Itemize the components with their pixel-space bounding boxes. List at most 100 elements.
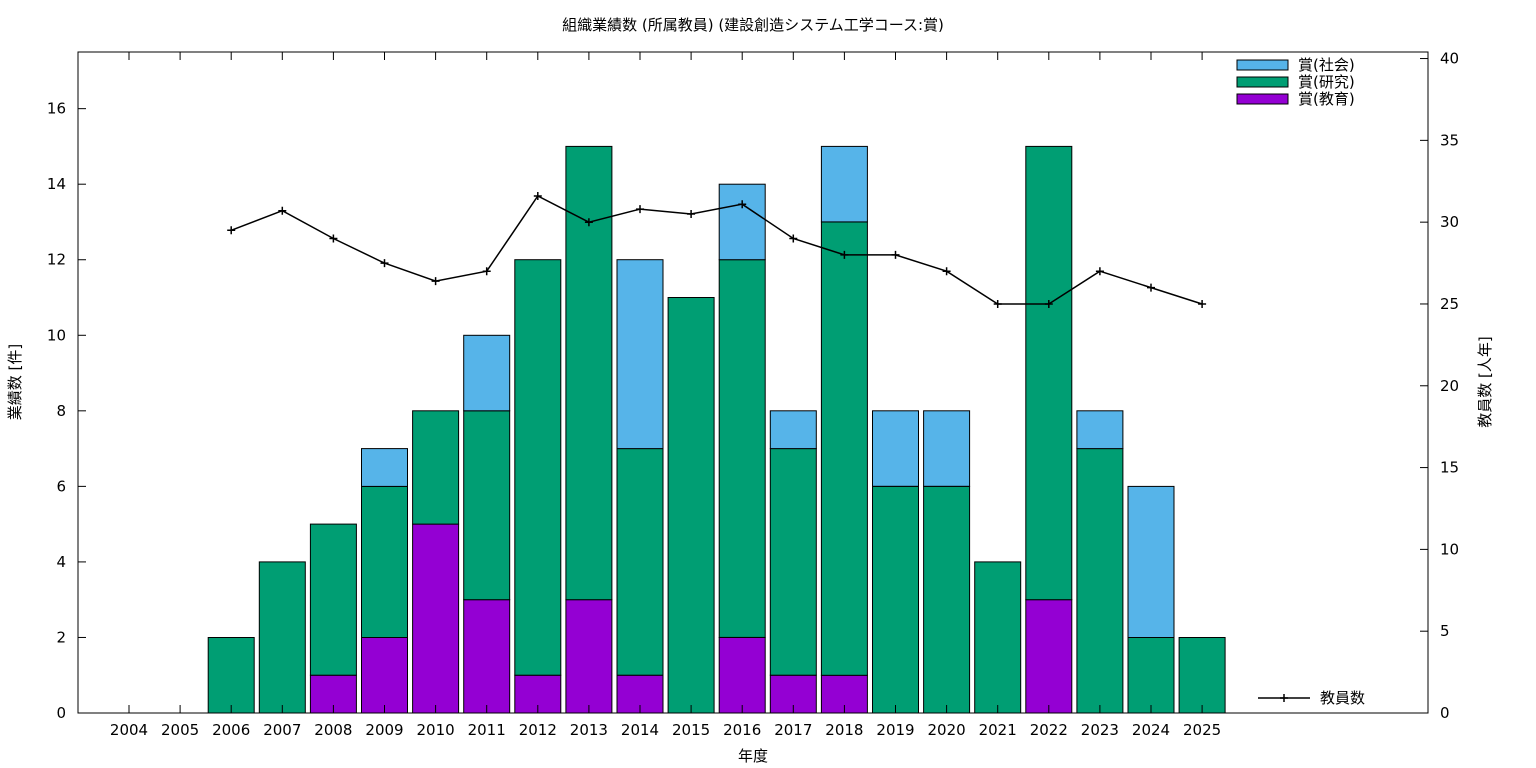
bar-2012-series-1 [514, 259, 562, 676]
bar-2011-series-0 [463, 599, 511, 714]
bars-layer [207, 145, 1226, 714]
y2-tick-label: 35 [1440, 131, 1459, 149]
bar-2019-series-1 [872, 485, 919, 714]
faculty-point-2015 [687, 210, 696, 218]
faculty-point-2006 [227, 226, 236, 235]
bar-2013-series-0 [565, 599, 613, 714]
bar-2016-series-2 [718, 183, 766, 261]
x-tick-label: 2018 [825, 721, 863, 739]
x-tick-label: 2009 [365, 721, 403, 739]
bar-2017-series-2 [769, 410, 817, 450]
bar-2014-series-1 [616, 448, 664, 676]
bar-2017-series-1 [769, 448, 817, 676]
y-tick-label: 4 [56, 553, 66, 571]
y2-tick-label: 0 [1440, 704, 1450, 722]
bar-2018-series-2 [820, 145, 868, 223]
x-tick-label: 2007 [263, 721, 301, 739]
bar-2018-series-1 [820, 221, 868, 676]
y2-tick-label: 10 [1440, 540, 1459, 558]
x-tick-label: 2014 [621, 721, 659, 739]
faculty-point-2024 [1147, 283, 1155, 292]
x-tick-label: 2011 [468, 721, 506, 739]
y2-tick-label: 25 [1440, 295, 1459, 313]
x-tick-label: 2015 [672, 721, 710, 739]
y-axis-title: 業績数 [件] [6, 344, 24, 420]
y-tick-label: 0 [56, 704, 66, 722]
legend: 賞(社会)賞(研究)賞(教育) 教員数 [1236, 56, 1365, 707]
faculty-point-2014 [636, 205, 644, 214]
x-tick-label: 2010 [417, 721, 455, 739]
bar-2020-series-2 [923, 410, 971, 487]
bar-2008-series-1 [309, 523, 357, 676]
legend-label: 賞(教育) [1298, 90, 1355, 108]
faculty-point-2010 [431, 277, 440, 286]
plot-frame [77, 51, 1429, 714]
x-tick-label: 2022 [1030, 721, 1068, 739]
x-tick-label: 2020 [928, 721, 966, 739]
faculty-point-2012 [533, 192, 542, 200]
faculty-count-line [230, 195, 1203, 305]
y-tick-label: 10 [47, 326, 66, 344]
bar-2020-series-1 [923, 485, 971, 714]
bar-2024-series-2 [1127, 485, 1175, 638]
x-tick-label: 2016 [723, 721, 761, 739]
y2-tick-label: 40 [1440, 50, 1459, 68]
bar-2024-series-1 [1127, 637, 1175, 714]
faculty-point-2020 [942, 267, 951, 276]
bar-2019-series-2 [872, 410, 919, 487]
bar-2023-series-1 [1076, 448, 1124, 714]
y-tick-label: 12 [47, 251, 66, 269]
bar-2023-series-2 [1076, 410, 1124, 450]
bar-2022-series-1 [1025, 145, 1073, 601]
bar-2009-series-1 [361, 485, 408, 638]
legend-swatch-2 [1236, 59, 1289, 71]
bar-2021-series-1 [974, 561, 1022, 714]
x-tick-label: 2013 [570, 721, 608, 739]
x-tick-label: 2023 [1081, 721, 1119, 739]
x-tick-label: 2019 [876, 721, 914, 739]
legend-swatch-0 [1236, 93, 1289, 105]
x-tick-label: 2024 [1132, 721, 1170, 739]
faculty-point-2017 [789, 234, 798, 243]
y2-tick-label: 30 [1440, 213, 1459, 231]
bar-2007-series-1 [258, 561, 306, 714]
y-tick-label: 2 [56, 628, 66, 646]
legend-label: 賞(研究) [1298, 73, 1355, 91]
faculty-point-2023 [1095, 267, 1104, 276]
bar-2022-series-0 [1025, 599, 1073, 714]
y-tick-label: 8 [56, 402, 66, 420]
legend-label: 賞(社会) [1298, 56, 1355, 74]
x-tick-label: 2004 [110, 721, 148, 739]
x-tick-label: 2008 [314, 721, 352, 739]
x-tick-label: 2005 [161, 721, 199, 739]
faculty-point-2007 [278, 206, 287, 215]
bar-2025-series-1 [1178, 637, 1226, 714]
faculty-point-2016 [738, 200, 747, 209]
bar-2010-series-1 [412, 410, 460, 525]
faculty-point-2011 [482, 267, 491, 276]
faculty-point-2022 [1044, 300, 1053, 308]
y2-tick-label: 5 [1440, 622, 1450, 640]
faculty-point-2021 [993, 300, 1002, 308]
x-tick-label: 2006 [212, 721, 250, 739]
faculty-point-2008 [329, 234, 338, 243]
bar-2011-series-1 [463, 410, 511, 601]
x-tick-label: 2017 [774, 721, 812, 739]
bar-2016-series-1 [718, 259, 766, 638]
faculty-line-layer [227, 192, 1207, 308]
bar-2015-series-1 [667, 297, 715, 714]
faculty-point-2009 [380, 259, 389, 268]
bar-2010-series-0 [412, 523, 460, 714]
x-axis-title: 年度 [738, 747, 768, 765]
y-tick-label: 14 [47, 175, 66, 193]
bar-2006-series-1 [207, 637, 255, 714]
y-tick-label: 16 [47, 100, 66, 118]
x-tick-label: 2021 [979, 721, 1017, 739]
y2-tick-label: 15 [1440, 459, 1459, 477]
faculty-point-2019 [891, 250, 900, 259]
bar-2011-series-2 [463, 334, 511, 412]
y2-axis-title: 教員数 [人年] [1476, 336, 1494, 427]
bar-2009-series-2 [361, 448, 408, 487]
legend-swatch-1 [1236, 76, 1289, 88]
